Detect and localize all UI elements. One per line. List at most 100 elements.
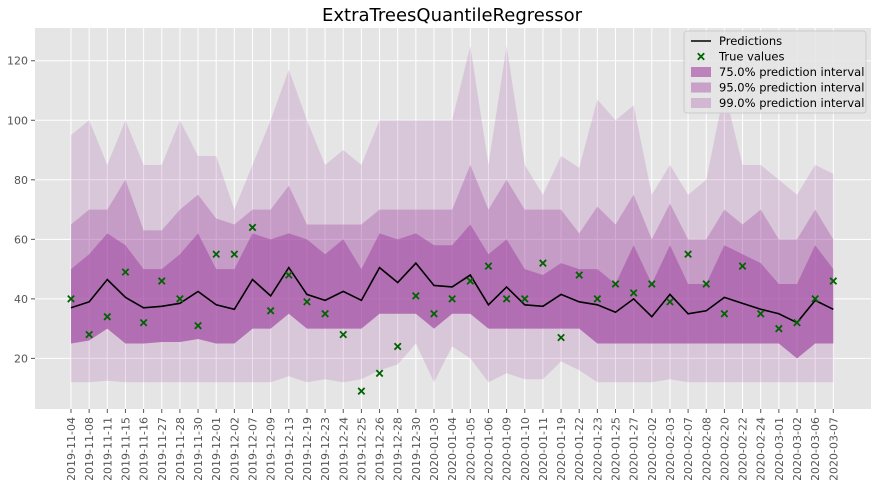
legend-box: [683, 30, 867, 114]
true-value-point: [121, 268, 130, 276]
x-tick-label: 2019-11-15: [119, 417, 132, 480]
true-value-point: [811, 295, 819, 303]
true-value-point: [575, 271, 584, 279]
true-value-point: [484, 262, 493, 270]
x-tick-label: 2019-11-08: [83, 417, 96, 480]
true-value-point: [756, 309, 765, 318]
x-tick-label: 2019-12-09: [265, 417, 278, 480]
x-tick-label: 2020-02-22: [737, 417, 750, 480]
legend-swatch: [691, 67, 711, 77]
x-tick-label: 2020-01-05: [464, 417, 477, 480]
x-tick-label: 2019-12-07: [247, 417, 260, 480]
true-value-point: [775, 324, 783, 333]
legend-label: 99.0% prediction interval: [719, 96, 864, 110]
x-tick-label: 2020-02-20: [718, 417, 731, 480]
x-tick-label: 2020-03-06: [809, 417, 822, 480]
x-tick-label: 2019-12-30: [410, 417, 423, 480]
y-tick-label: 40: [14, 293, 28, 306]
true-value-point: [502, 295, 511, 303]
chart-title: ExtraTreesQuantileRegressor: [322, 5, 583, 26]
true-value-point: [647, 280, 656, 288]
legend-label: Predictions: [719, 34, 782, 48]
x-tick-label: 2020-02-08: [700, 417, 713, 480]
x-tick-label: 2019-12-02: [228, 417, 241, 480]
y-tick-label: 120: [7, 55, 28, 68]
x-tick-label: 2020-03-07: [827, 417, 840, 480]
y-tick-label: 20: [14, 352, 28, 365]
x-tick-label: 2020-01-27: [628, 417, 641, 480]
y-tick-label: 60: [14, 233, 28, 246]
x-tick-label: 2020-01-25: [610, 417, 623, 480]
true-value-point: [593, 295, 602, 303]
prediction-intervals: [71, 45, 834, 383]
true-value-point: [176, 295, 184, 303]
true-value-point: [284, 271, 293, 279]
x-tick-label: 2020-03-02: [791, 417, 804, 480]
legend-swatch: [697, 52, 705, 61]
predictions-line: [70, 261, 834, 324]
true-value-point: [157, 277, 166, 285]
true-value-point: [321, 309, 329, 318]
true-value-point: [520, 295, 529, 303]
true-value-point: [85, 330, 93, 339]
true-value-point: [103, 312, 112, 321]
x-tick-label: 2019-11-11: [101, 417, 114, 480]
x-tick-label: 2020-01-06: [482, 417, 495, 480]
x-tick-label: 2019-12-26: [374, 417, 387, 480]
band-2: [71, 224, 834, 359]
x-tick-label: 2020-01-09: [501, 417, 514, 480]
y-axis: 20 40 60 80 100 120: [7, 55, 35, 365]
x-tick-label: 2019-12-13: [283, 417, 296, 480]
legend-entry: True values: [697, 50, 785, 64]
true-value-point: [393, 342, 402, 351]
predictions-series: [70, 261, 834, 324]
x-tick-label: 2019-12-23: [319, 417, 332, 480]
true-value-point: [684, 250, 692, 259]
true-value-point: [738, 262, 747, 270]
x-axis: 2019-11-04 2019-11-08 2019-11-11 2019-11-15…: [65, 409, 840, 480]
x-tick-label: 2019-11-30: [192, 417, 205, 480]
x-tick-label: 2019-12-24: [337, 417, 350, 480]
x-tick-label: 2020-01-22: [573, 417, 586, 480]
legend-swatch: [691, 82, 711, 93]
true-value-point: [357, 387, 366, 395]
true-value-point: [539, 259, 547, 267]
x-tick-label: 2019-11-27: [156, 417, 169, 480]
true-value-point: [375, 369, 384, 378]
x-tick-label: 2020-01-19: [555, 417, 568, 480]
true-value-point: [339, 330, 348, 339]
true-value-point: [611, 280, 620, 288]
x-tick-label: 2020-02-07: [682, 417, 695, 480]
x-tick-label: 2019-11-16: [138, 417, 151, 480]
x-tick-label: 2019-12-25: [355, 417, 368, 480]
true-value-point: [629, 289, 638, 297]
true-value-point: [412, 292, 420, 300]
true-value-point: [666, 298, 674, 306]
legend-label: True values: [718, 50, 785, 64]
x-tick-label: 2020-02-02: [646, 417, 659, 480]
true-value-point: [194, 321, 202, 330]
legend-entry: 99.0% prediction interval: [691, 96, 864, 110]
true-value-point: [829, 277, 838, 285]
true-value-point: [430, 309, 438, 318]
true-value-point: [67, 295, 75, 303]
legend-swatch: [691, 98, 711, 108]
true-value-point: [448, 295, 456, 303]
x-tick-label: 2020-01-11: [537, 417, 550, 480]
true-values-series: [67, 223, 838, 395]
true-value-point: [466, 277, 475, 285]
x-tick-label: 2019-11-04: [65, 417, 78, 480]
y-tick-label: 80: [14, 174, 28, 187]
x-tick-label: 2019-11-28: [174, 417, 187, 480]
true-value-point: [702, 280, 711, 288]
y-tick-label: 100: [7, 114, 28, 127]
legend-entry: 95.0% prediction interval: [691, 81, 864, 95]
true-value-point: [230, 250, 239, 259]
true-value-point: [720, 309, 729, 318]
legend-entry: Predictions: [691, 34, 782, 48]
x-tick-label: 2019-12-28: [392, 417, 405, 480]
x-tick-label: 2019-12-01: [210, 417, 223, 480]
x-tick-label: 2019-12-19: [301, 417, 314, 480]
